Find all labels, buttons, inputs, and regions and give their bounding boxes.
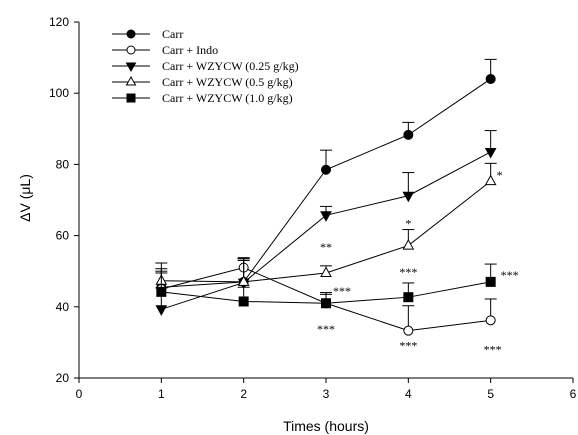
series: **** <box>155 162 503 286</box>
data-point <box>126 93 136 103</box>
y-axis-title: ΔV (μL) <box>17 174 33 222</box>
series: *** *** *** <box>155 263 519 336</box>
legend-item: Carr + WZYCW (0.25 g/kg) <box>112 59 299 73</box>
y-tick-label: 60 <box>56 229 70 243</box>
data-point <box>403 129 414 140</box>
significance-label: *** <box>399 339 417 353</box>
y-tick-label: 40 <box>56 300 70 314</box>
data-point <box>485 73 496 84</box>
significance-label: *** <box>317 322 335 336</box>
data-point <box>320 211 332 222</box>
series-line <box>161 151 491 310</box>
legend-label: Carr + Indo <box>162 43 218 57</box>
y-tick-label: 80 <box>56 157 70 171</box>
legend-label: Carr + WZYCW (0.5 g/kg) <box>162 75 293 89</box>
series-line <box>161 78 491 288</box>
significance-label: ** <box>320 240 332 254</box>
y-axis: 20 40 60 80 100 120 <box>49 15 80 385</box>
legend: Carr Carr + Indo Carr + WZYCW (0.25 g/kg) C… <box>112 27 299 105</box>
data-point <box>125 62 137 73</box>
data-point <box>321 298 331 309</box>
x-tick-label: 0 <box>76 387 83 401</box>
legend-item: Carr + WZYCW (0.5 g/kg) <box>112 75 293 89</box>
x-tick-label: 2 <box>240 387 247 401</box>
legend-label: Carr + WZYCW (0.25 g/kg) <box>162 59 299 73</box>
significance-label: *** <box>333 284 351 298</box>
x-tick-label: 6 <box>570 387 577 401</box>
data-point <box>403 325 414 336</box>
data-point <box>125 75 137 86</box>
x-tick-label: 4 <box>405 387 412 401</box>
data-point <box>485 276 496 287</box>
data-point <box>237 275 250 286</box>
data-point <box>485 315 496 326</box>
legend-item: Carr + WZYCW (1.0 g/kg) <box>112 91 293 105</box>
y-tick-label: 120 <box>49 15 69 29</box>
data-point <box>321 164 331 175</box>
data-point <box>402 239 415 250</box>
data-point <box>320 266 332 277</box>
x-tick-label: 1 <box>158 387 165 401</box>
data-point <box>484 174 497 186</box>
legend-label: Carr <box>162 27 183 41</box>
x-axis: 0 1 2 3 4 5 6 <box>76 377 577 401</box>
x-tick-label: 3 <box>323 387 330 401</box>
significance-label: * <box>405 217 411 231</box>
legend-item: Carr <box>112 27 183 41</box>
legend-label: Carr + WZYCW (1.0 g/kg) <box>162 91 293 105</box>
data-point <box>402 191 415 203</box>
data-point <box>403 292 414 303</box>
significance-label: *** <box>484 342 502 356</box>
y-tick-label: 100 <box>49 86 69 100</box>
x-axis-title: Times (hours) <box>283 418 369 434</box>
data-point <box>155 305 168 316</box>
data-point <box>238 296 249 307</box>
data-point <box>126 45 136 55</box>
data-point <box>484 147 497 159</box>
significance-label: *** <box>399 265 417 279</box>
data-point <box>126 29 136 39</box>
significance-label: * <box>497 168 503 182</box>
x-tick-label: 5 <box>487 387 494 401</box>
series-layer: ****** ************* *** <box>155 58 519 356</box>
legend-item: Carr + Indo <box>112 43 218 57</box>
data-point <box>156 286 167 297</box>
significance-label: *** <box>501 268 519 282</box>
y-tick-label: 20 <box>56 371 70 385</box>
